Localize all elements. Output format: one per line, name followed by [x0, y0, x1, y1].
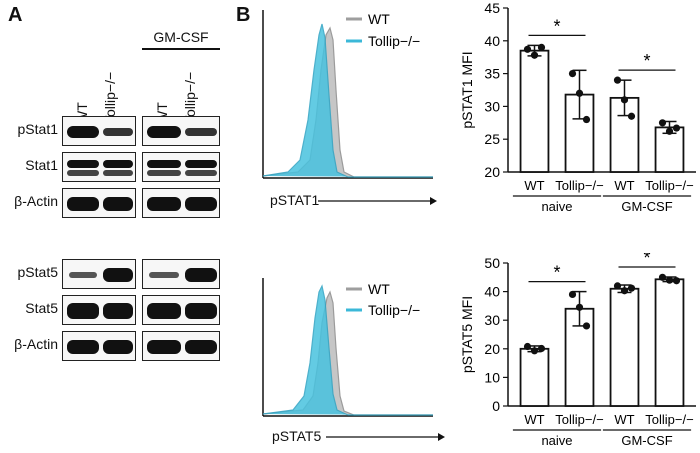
- bar2-bar-2: [609, 287, 640, 407]
- bar-chart-pstat1: 20 25 30 35 40 45 pSTAT1 MFI WT Tollip−/− WT Tolli…: [459, 0, 696, 214]
- bar1-point-1-0: [568, 70, 577, 78]
- bar1-point-2-2: [627, 112, 636, 120]
- bar2-point-1-0: [568, 290, 577, 299]
- hist2-arrow: [326, 433, 445, 441]
- row-label-pstat1: pStat1: [17, 121, 58, 137]
- bar2-point-0-0: [523, 342, 532, 351]
- histogram-pstat1: WT Tollip−/−: [262, 10, 433, 179]
- row-label-actin-1: β-Actin: [14, 193, 58, 209]
- blot-pstat1-right: [142, 116, 220, 146]
- bar2-point-3-0: [658, 273, 667, 281]
- gmcsf-underline: [142, 48, 220, 50]
- bar-chart-pstat5: 0 10 20 30 40 50 pSTAT5 MFI WT Tollip−/− WT Tollip…: [459, 253, 696, 448]
- bar2-bar-0: [519, 347, 550, 407]
- bar2-point-2-1: [620, 287, 629, 295]
- bar2-bar-3: [654, 278, 685, 407]
- bar2-xtick-label-1: Tollip−/−: [555, 412, 603, 427]
- bar2-group-label-1: GM-CSF: [621, 433, 672, 448]
- hist1-legend-wt: WT: [368, 11, 390, 27]
- bar2-point-1-1: [575, 303, 584, 311]
- bar1-ytick-label-3: 35: [484, 66, 500, 82]
- bar2-point-1-2: [582, 322, 591, 330]
- bar1-sig-star-0: *: [553, 16, 560, 36]
- row-label-stat5: Stat5: [25, 300, 58, 316]
- hist1-tollip-curve: [262, 23, 433, 178]
- bar1-ytick-label-1: 25: [484, 131, 500, 147]
- hist1-wt-curve: [262, 26, 433, 178]
- bar2-ytick-label-4: 40: [484, 284, 500, 300]
- bar1-point-0-1: [530, 51, 539, 59]
- bar1-ytick-label-0: 20: [484, 164, 500, 180]
- blot-actin1-right: [142, 188, 220, 218]
- bar1-ylabel: pSTAT1 MFI: [459, 51, 475, 128]
- row-label-pstat5: pStat5: [17, 264, 58, 280]
- bar1-sig-star-1: *: [643, 51, 650, 71]
- bar2-ytick-label-3: 30: [484, 312, 500, 328]
- bar2-ytick-label-2: 20: [484, 341, 500, 357]
- gmcsf-header: GM-CSF: [153, 29, 209, 45]
- bar1-point-0-2: [537, 43, 546, 51]
- bar2-sig-star-0: *: [553, 263, 560, 283]
- bar2-xtick-label-2: WT: [614, 412, 634, 427]
- bar1-bar-0: [519, 49, 550, 173]
- bar1-xtick-label-1: Tollip−/−: [555, 178, 603, 193]
- panel-a-letter: A: [8, 4, 23, 26]
- blot-actin2-left: [62, 331, 136, 361]
- bar1-point-1-1: [575, 89, 584, 97]
- bar2-point-3-2: [672, 277, 681, 285]
- row-label-actin-2: β-Actin: [14, 336, 58, 352]
- blot-stat1-left: [62, 152, 136, 182]
- bar1-group-label-1: GM-CSF: [621, 199, 672, 214]
- row-label-stat1: Stat1: [25, 157, 58, 173]
- hist1-arrow: [318, 197, 437, 205]
- hist2-xlabel: pSTAT5: [272, 428, 322, 444]
- bar1-group-label-0: naive: [541, 199, 572, 214]
- blot-pstat5-left: [62, 259, 136, 289]
- bar2-point-0-1: [530, 347, 539, 355]
- bar2-xtick-label-0: WT: [524, 412, 544, 427]
- blot-pstat1-left: [62, 116, 136, 146]
- bar1-point-0-0: [523, 45, 532, 53]
- bar1-xtick-label-2: WT: [614, 178, 634, 193]
- bar2-point-2-0: [613, 282, 622, 290]
- bar2-ytick-label-1: 10: [484, 369, 500, 385]
- bar2-ytick-label-5: 50: [484, 255, 500, 271]
- blot-actin1-left: [62, 188, 136, 218]
- bar1-point-3-0: [658, 119, 667, 127]
- bar2-point-0-2: [537, 344, 546, 353]
- blot-pstat5-right: [142, 259, 220, 289]
- bar2-ylabel: pSTAT5 MFI: [459, 296, 475, 373]
- blot-actin2-right: [142, 331, 220, 361]
- bar2-point-2-2: [627, 284, 636, 292]
- bar1-ytick-label-4: 40: [484, 33, 500, 49]
- bar2-point-3-1: [665, 276, 674, 284]
- hist2-legend-wt: WT: [368, 281, 390, 297]
- bar1-point-3-2: [672, 124, 681, 132]
- bar1-point-2-1: [620, 96, 629, 104]
- bar1-xtick-label-3: Tollip−/−: [645, 178, 693, 193]
- blot-stat5-right: [142, 295, 220, 325]
- blot-stat5-left: [62, 295, 136, 325]
- bar2-group-label-0: naive: [541, 433, 572, 448]
- bar2-ytick-label-0: 0: [492, 398, 500, 414]
- bar1-ytick-label-2: 30: [484, 98, 500, 114]
- hist1-xlabel: pSTAT1: [270, 192, 320, 208]
- bar1-point-1-2: [582, 115, 591, 124]
- bar1-ytick-label-5: 45: [484, 0, 500, 16]
- panel-b-letter: B: [236, 4, 251, 26]
- bar1-point-3-1: [665, 127, 674, 135]
- hist2-legend-tollip: Tollip−/−: [368, 302, 420, 318]
- hist2-tollip-curve: [262, 284, 433, 416]
- histogram-pstat5: WT Tollip−/−: [262, 278, 433, 417]
- blot-stat1-right: [142, 152, 220, 182]
- hist1-legend-tollip: Tollip−/−: [368, 33, 420, 49]
- bar2-xtick-label-3: Tollip−/−: [645, 412, 693, 427]
- bar2-sig-star-1: *: [643, 253, 650, 268]
- bar1-xtick-label-0: WT: [524, 178, 544, 193]
- bar1-point-2-0: [613, 76, 622, 84]
